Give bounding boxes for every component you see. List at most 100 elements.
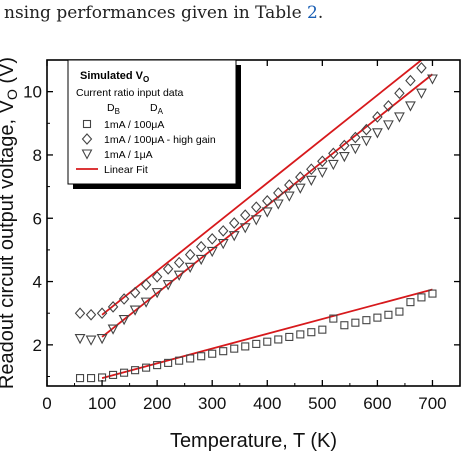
legend-background [67,59,237,185]
triangle-down-point [371,128,383,139]
legend-entry-label: Linear Fit [104,164,148,176]
triangle-down-point [382,120,394,131]
triangle-down-point [338,151,350,163]
triangle-down-point [162,280,174,291]
square-point [384,310,393,319]
square-point [285,332,294,341]
diamond-point [107,301,119,313]
triangle-down-point [316,167,328,179]
diamond-point [372,111,383,123]
triangle-down-point [360,136,372,147]
triangle-down-point [151,288,163,299]
diamond-point [240,209,251,221]
y-tick-label: 8 [33,146,42,165]
triangle-down-point [261,207,273,218]
axes: 0 100 200 300 400 500 600 700 2 4 6 8 10 [23,59,460,413]
y-axis-title-main: Readout circuit output voltage, V [0,99,18,389]
square-point [153,361,162,370]
legend-square-swatch [82,119,92,129]
diamond-point [284,179,295,191]
diamond-point [173,256,185,269]
triangle-down-point [405,101,416,112]
legend-entries: 1mA / 100μA 1mA / 100μA - high gain 1mA / … [76,119,216,176]
triangle-down-point [228,231,240,242]
x-tick-label: 300 [198,394,226,413]
triangle-down-point [184,262,196,273]
diamond-point [217,225,229,237]
triangle-down-point [427,74,438,85]
diamond-point [262,195,273,207]
square-point [373,313,382,322]
triangle-down-point [250,215,262,226]
fit-line-1 [101,288,433,379]
triangle-down-point [327,159,339,171]
x-tick-label: 500 [308,394,336,413]
y-axis-title: Readout circuit output voltage, VO (V) [0,57,20,389]
diamond-point [394,87,405,100]
legend-diamond-swatch [81,133,93,145]
square-point [340,321,349,330]
square-point [318,325,327,334]
square-point [109,370,118,379]
diamond-point [361,123,372,136]
legend-entry: 1mA / 1μA [81,149,153,161]
legend-col2-header: DA [150,102,164,116]
y-axis-title-sub: O [4,89,20,100]
y-tick-label: 2 [33,336,42,355]
square-point [329,314,338,323]
diamond-point [195,240,207,253]
triangle-down-point [416,88,427,99]
x-tick-label: 100 [88,394,116,413]
diamond-point [339,139,350,152]
diamond-point [118,293,130,305]
diamond-point [184,248,196,261]
diamond-point [273,187,284,199]
diamond-point [129,286,141,299]
diamond-point [328,147,339,160]
square-point [120,368,129,377]
x-tick-label: 0 [42,394,51,413]
square-point [142,363,151,372]
triangle-down-point [118,314,130,326]
square-point [428,289,437,298]
diamond-point [317,155,328,168]
legend-col1-sub: B [115,107,120,116]
square-point [219,347,228,356]
diamond-point [96,307,108,320]
series-diamond [74,62,427,321]
caption-text-before: nsing performances given in Table [4,3,307,23]
caption-line: nsing performances given in Table 2. [4,3,323,23]
x-axis-title: Temperature, T (K) [170,430,337,452]
square-point [252,339,261,348]
x-tick-label: 400 [253,394,281,413]
triangle-down-point [272,199,284,210]
caption-table-link[interactable]: 2 [307,3,318,23]
triangle-down-point [173,270,185,281]
legend-triangle-down-swatch [81,149,93,160]
legend-title-sub: O [143,75,149,84]
legend-entry: 1mA / 100μA - high gain [81,133,216,146]
legend-col1-header: DB [107,102,120,116]
legend-col2-sub: A [158,107,164,116]
diamond-point [295,171,306,183]
triangle-down-point [217,239,229,250]
triangle-down-point [96,333,108,345]
square-point [362,316,371,325]
square-point [87,374,96,383]
square-point [417,293,426,302]
triangle-down-point [107,324,119,335]
legend-title-main: Simulated V [80,70,144,82]
diamond-point [383,100,394,112]
diamond-point [151,270,163,283]
legend-col2-main: D [150,102,158,114]
square-point [208,349,217,358]
triangle-down-point [195,254,207,266]
y-tick-label: 4 [33,273,42,292]
diamond-point [140,278,152,291]
square-point [296,330,305,339]
triangle-down-point [129,305,141,316]
diamond-point [416,62,427,74]
y-tick-label: 10 [23,83,42,102]
diamond-point [206,233,218,245]
